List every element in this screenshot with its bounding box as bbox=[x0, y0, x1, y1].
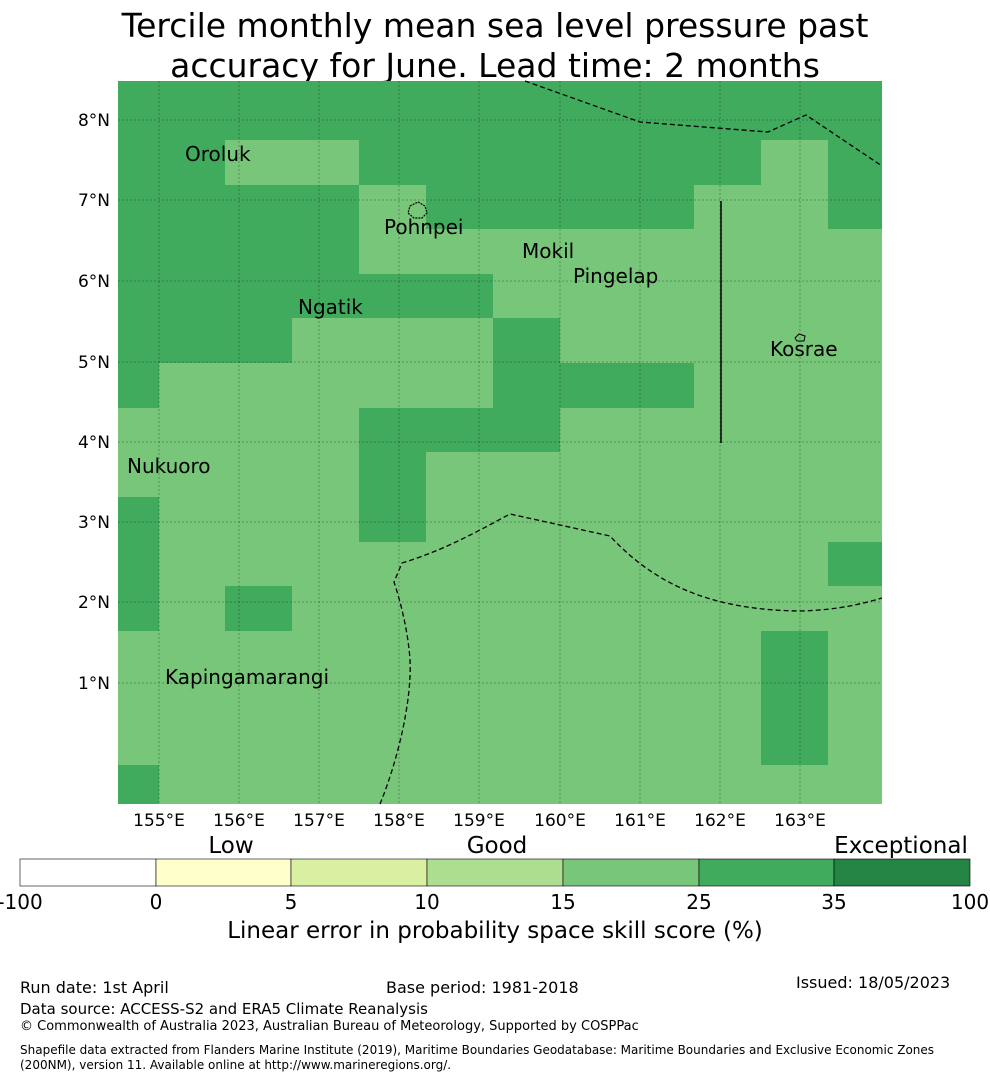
title-line-2: accuracy for June. Lead time: 2 months bbox=[170, 46, 820, 85]
lon-label: 157°E bbox=[293, 811, 345, 831]
shapefile-credit-line-2: (200NM), version 11. Available online at… bbox=[20, 1058, 452, 1072]
lon-label: 160°E bbox=[534, 811, 586, 831]
colorbar-tick: -100 bbox=[0, 890, 43, 914]
data-source: Data source: ACCESS-S2 and ERA5 Climate … bbox=[20, 1000, 428, 1018]
lon-label: 162°E bbox=[694, 811, 746, 831]
colorbar-bin bbox=[562, 858, 700, 887]
lon-label: 159°E bbox=[453, 811, 505, 831]
colorbar-bin bbox=[155, 858, 292, 887]
run-date: Run date: 1st April bbox=[20, 978, 169, 997]
skill-cells-dark bbox=[118, 81, 882, 804]
base-period: Base period: 1981-2018 bbox=[386, 978, 579, 997]
colorbar-tick: 15 bbox=[550, 890, 575, 914]
colorbar-bin bbox=[833, 858, 971, 887]
colorbar-word-good: Good bbox=[467, 833, 528, 859]
colorbar-word-low: Low bbox=[208, 833, 253, 859]
eez-boundaries bbox=[379, 80, 883, 805]
place-pingelap: Pingelap bbox=[573, 264, 658, 288]
colorbar-bin bbox=[290, 858, 428, 887]
shapefile-credit: Shapefile data extracted from Flanders M… bbox=[20, 1043, 980, 1073]
lat-label: 8°N bbox=[78, 111, 110, 131]
place-mokil: Mokil bbox=[522, 239, 574, 263]
place-nukuoro: Nukuoro bbox=[127, 454, 211, 478]
map-gridlines bbox=[118, 81, 882, 804]
lat-label: 2°N bbox=[78, 593, 110, 613]
colorbar bbox=[19, 858, 971, 887]
colorbar-tick: 0 bbox=[150, 890, 163, 914]
lat-label: 3°N bbox=[78, 513, 110, 533]
colorbar-tick: 5 bbox=[285, 890, 298, 914]
copyright: © Commonwealth of Australia 2023, Austra… bbox=[20, 1019, 639, 1034]
place-pohnpei: Pohnpei bbox=[384, 215, 464, 239]
lon-label: 161°E bbox=[614, 811, 666, 831]
lat-label: 4°N bbox=[78, 433, 110, 453]
colorbar-bin bbox=[698, 858, 835, 887]
lon-label: 163°E bbox=[774, 811, 826, 831]
lat-label: 7°N bbox=[78, 191, 110, 211]
colorbar-label: Linear error in probability space skill … bbox=[227, 918, 763, 944]
colorbar-word-exceptional: Exceptional bbox=[834, 833, 968, 859]
lon-label: 158°E bbox=[373, 811, 425, 831]
lat-label: 1°N bbox=[78, 674, 110, 694]
place-ngatik: Ngatik bbox=[298, 295, 363, 319]
kosrae-island-outline bbox=[794, 333, 806, 342]
place-kosrae: Kosrae bbox=[770, 337, 838, 361]
colorbar-tick: 10 bbox=[414, 890, 439, 914]
colorbar-bin bbox=[426, 858, 564, 887]
shapefile-credit-line-1: Shapefile data extracted from Flanders M… bbox=[20, 1043, 935, 1057]
title-line-1: Tercile monthly mean sea level pressure … bbox=[121, 6, 869, 45]
place-oroluk: Oroluk bbox=[185, 142, 251, 166]
place-kapingamarangi: Kapingamarangi bbox=[165, 665, 329, 689]
pohnpei-island-outline bbox=[407, 201, 428, 219]
lat-label: 6°N bbox=[78, 272, 110, 292]
lat-label: 5°N bbox=[78, 353, 110, 373]
colorbar-bin bbox=[19, 858, 157, 887]
lon-label: 155°E bbox=[133, 811, 185, 831]
issued-date: Issued: 18/05/2023 bbox=[796, 973, 951, 992]
colorbar-tick: 35 bbox=[821, 890, 846, 914]
colorbar-tick: 25 bbox=[686, 890, 711, 914]
colorbar-tick: 100 bbox=[951, 890, 989, 914]
lon-label: 156°E bbox=[213, 811, 265, 831]
map-title: Tercile monthly mean sea level pressure … bbox=[0, 6, 990, 86]
